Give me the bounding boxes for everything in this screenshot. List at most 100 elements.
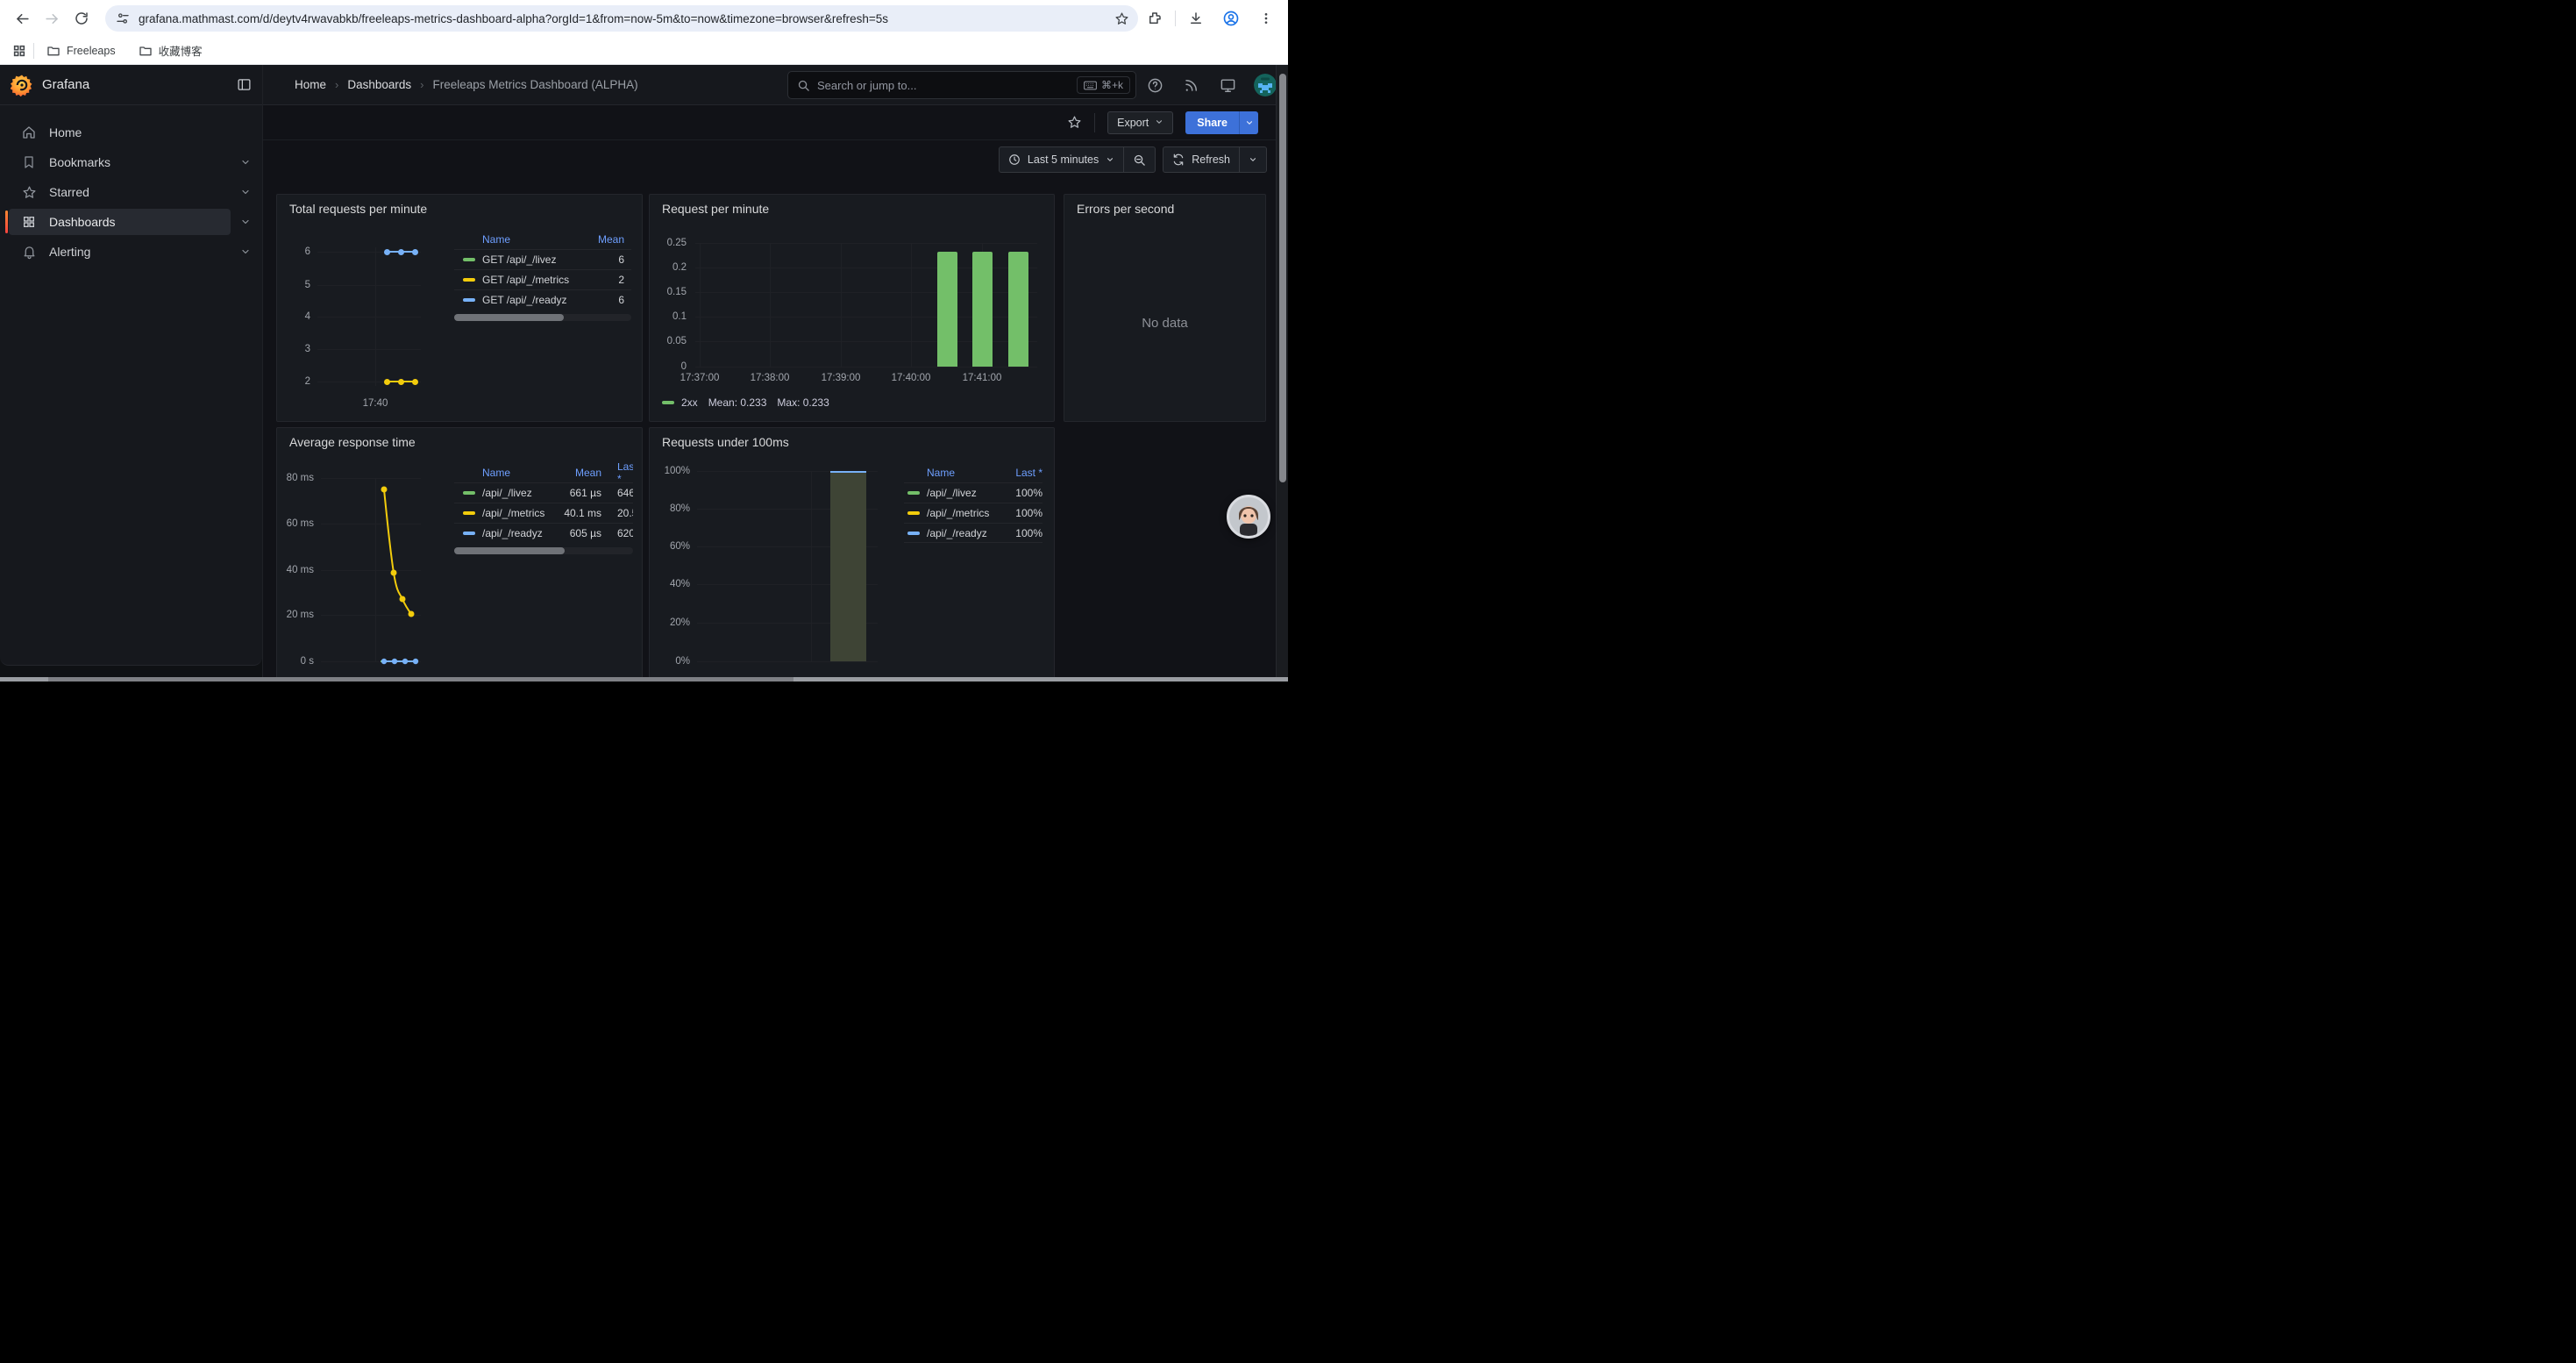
reload-icon[interactable] <box>67 4 96 33</box>
bookmark-star-icon[interactable] <box>1114 11 1129 26</box>
panel-errors-per-second[interactable]: Errors per second No data <box>1064 194 1266 422</box>
panel-total-requests[interactable]: Total requests per minute 6 5 4 3 2 17:4… <box>276 194 643 422</box>
y-tick: 40% <box>669 579 690 589</box>
news-rss-icon[interactable] <box>1178 72 1205 98</box>
legend-row[interactable]: /api/_/livez 100% <box>904 482 1042 503</box>
sidebar-item-label: Dashboards <box>49 215 116 229</box>
bookmark-label: 收藏博客 <box>158 46 203 58</box>
legend-row[interactable]: GET /api/_/metrics 2 <box>454 269 631 289</box>
legend-row[interactable]: GET /api/_/livez 6 <box>454 249 631 269</box>
url-bar[interactable]: grafana.mathmast.com/d/deytv4rwavabkb/fr… <box>105 5 1138 32</box>
vertical-scrollbar[interactable] <box>1276 65 1288 682</box>
bookmark-folder-freeleaps[interactable]: Freeleaps <box>46 44 116 58</box>
share-menu-button[interactable] <box>1239 111 1258 134</box>
legend-row[interactable]: GET /api/_/readyz 6 <box>454 289 631 310</box>
panel-title[interactable]: Total requests per minute <box>289 202 428 216</box>
legend-col-name[interactable]: Name <box>482 233 511 246</box>
sidebar-item-dashboards[interactable]: Dashboards <box>0 207 262 237</box>
legend-row[interactable]: /api/_/readyz 605 µs 620 µs <box>454 523 633 543</box>
legend-col-last[interactable]: Last * <box>617 463 633 485</box>
clock-icon <box>1008 153 1021 166</box>
forward-icon[interactable] <box>37 4 67 33</box>
sidebar-item-starred[interactable]: Starred <box>0 177 262 207</box>
zoom-out-button[interactable] <box>1123 147 1155 172</box>
legend-row[interactable]: /api/_/readyz 100% <box>904 523 1042 543</box>
kiosk-monitor-icon[interactable] <box>1214 72 1241 98</box>
site-info-icon[interactable] <box>116 11 130 25</box>
dashboard-actions-row: Export Share <box>263 105 1288 140</box>
breadcrumb-home[interactable]: Home <box>295 78 327 91</box>
legend-col-mean[interactable]: Mean <box>574 467 601 479</box>
search-input[interactable]: Search or jump to... ⌘+k <box>787 71 1136 99</box>
vertical-scrollbar-thumb[interactable] <box>1279 74 1286 482</box>
legend-table: Name Last * /api/_/livez 100% /api/_/metri… <box>904 463 1042 543</box>
refresh-label: Refresh <box>1192 153 1230 166</box>
legend-col-last[interactable]: Last * <box>1015 467 1042 479</box>
horizontal-scrollbar-thumb[interactable] <box>48 677 793 682</box>
browser-menu-icon[interactable] <box>1251 4 1281 33</box>
series-name: GET /api/_/readyz <box>482 294 567 306</box>
legend-col-mean[interactable]: Mean <box>597 233 624 246</box>
sidebar-item-bookmarks[interactable]: Bookmarks <box>0 147 262 177</box>
search-icon <box>797 79 810 92</box>
series-color-pill <box>662 401 674 404</box>
favorite-star-icon[interactable] <box>1067 115 1082 130</box>
series-last: 646 µs <box>617 487 633 499</box>
legend-scrollbar[interactable] <box>454 314 631 321</box>
legend-2xx[interactable]: 2xx Mean: 0.233 Max: 0.233 <box>662 396 829 409</box>
sidebar-item-home[interactable]: Home <box>0 118 262 147</box>
grafana-logo-icon[interactable] <box>11 74 33 96</box>
help-icon[interactable] <box>1142 72 1168 98</box>
breadcrumb-dashboards[interactable]: Dashboards <box>347 78 412 91</box>
user-avatar[interactable] <box>1254 74 1277 96</box>
legend-scrollbar[interactable] <box>454 547 633 554</box>
export-button[interactable]: Export <box>1107 111 1174 134</box>
share-button[interactable]: Share <box>1185 111 1239 134</box>
apps-grid-icon[interactable] <box>12 44 26 58</box>
panel-request-per-minute[interactable]: Request per minute 0.25 0.2 0.15 0.1 0.0… <box>649 194 1055 422</box>
panel-title[interactable]: Errors per second <box>1077 202 1175 216</box>
bookmark-icon <box>21 154 37 170</box>
refresh-button[interactable]: Refresh <box>1163 147 1239 172</box>
chevron-down-icon[interactable] <box>234 211 257 233</box>
y-tick: 0.05 <box>666 336 687 346</box>
download-icon[interactable] <box>1181 4 1211 33</box>
series-mean: 6 <box>618 253 624 266</box>
legend-row[interactable]: /api/_/livez 661 µs 646 µs <box>454 482 633 503</box>
legend-row[interactable]: /api/_/metrics 100% <box>904 503 1042 523</box>
bell-icon <box>21 244 37 260</box>
refresh-group: Refresh <box>1163 146 1267 173</box>
legend-row[interactable]: /api/_/metrics 40.1 ms 20.5 ms <box>454 503 633 523</box>
y-tick: 3 <box>304 344 310 354</box>
sidebar-item-alerting[interactable]: Alerting <box>0 237 262 267</box>
refresh-interval-button[interactable] <box>1239 147 1266 172</box>
y-tick: 80% <box>669 503 690 514</box>
extensions-icon[interactable] <box>1140 4 1170 33</box>
search-shortcut-badge: ⌘+k <box>1076 76 1130 94</box>
panel-title[interactable]: Requests under 100ms <box>662 435 789 449</box>
chevron-down-icon[interactable] <box>234 181 257 203</box>
dashboards-grid-icon <box>21 214 37 230</box>
grafana-topnav: Home › Dashboards › Freeleaps Metrics Da… <box>263 65 1288 105</box>
panel-title[interactable]: Request per minute <box>662 202 770 216</box>
series-mean: 605 µs <box>569 527 601 539</box>
dock-menu-icon[interactable] <box>237 77 252 92</box>
legend-col-name[interactable]: Name <box>482 467 511 479</box>
time-range-button[interactable]: Last 5 minutes <box>1000 147 1123 172</box>
y-tick: 0.15 <box>666 287 687 297</box>
chevron-down-icon[interactable] <box>234 151 257 174</box>
url-text[interactable]: grafana.mathmast.com/d/deytv4rwavabkb/fr… <box>139 11 889 25</box>
browser-profile-icon[interactable] <box>1216 4 1246 33</box>
legend-col-name[interactable]: Name <box>927 467 956 479</box>
floating-assistant-avatar[interactable] <box>1227 495 1270 539</box>
back-icon[interactable] <box>7 4 37 33</box>
panel-title[interactable]: Average response time <box>289 435 416 449</box>
panel-avg-response-time[interactable]: Average response time 80 ms 60 ms 40 ms … <box>276 427 643 682</box>
horizontal-scrollbar[interactable] <box>0 677 1288 682</box>
legend-table: Name Mean GET /api/_/livez 6 GET /api/_/me… <box>454 230 631 321</box>
chevron-down-icon[interactable] <box>234 240 257 263</box>
home-icon <box>21 125 37 140</box>
panel-under-100ms[interactable]: Requests under 100ms 100% 80% 60% 40% 20… <box>649 427 1055 682</box>
bookmark-folder-blogs[interactable]: 收藏博客 <box>139 42 203 59</box>
